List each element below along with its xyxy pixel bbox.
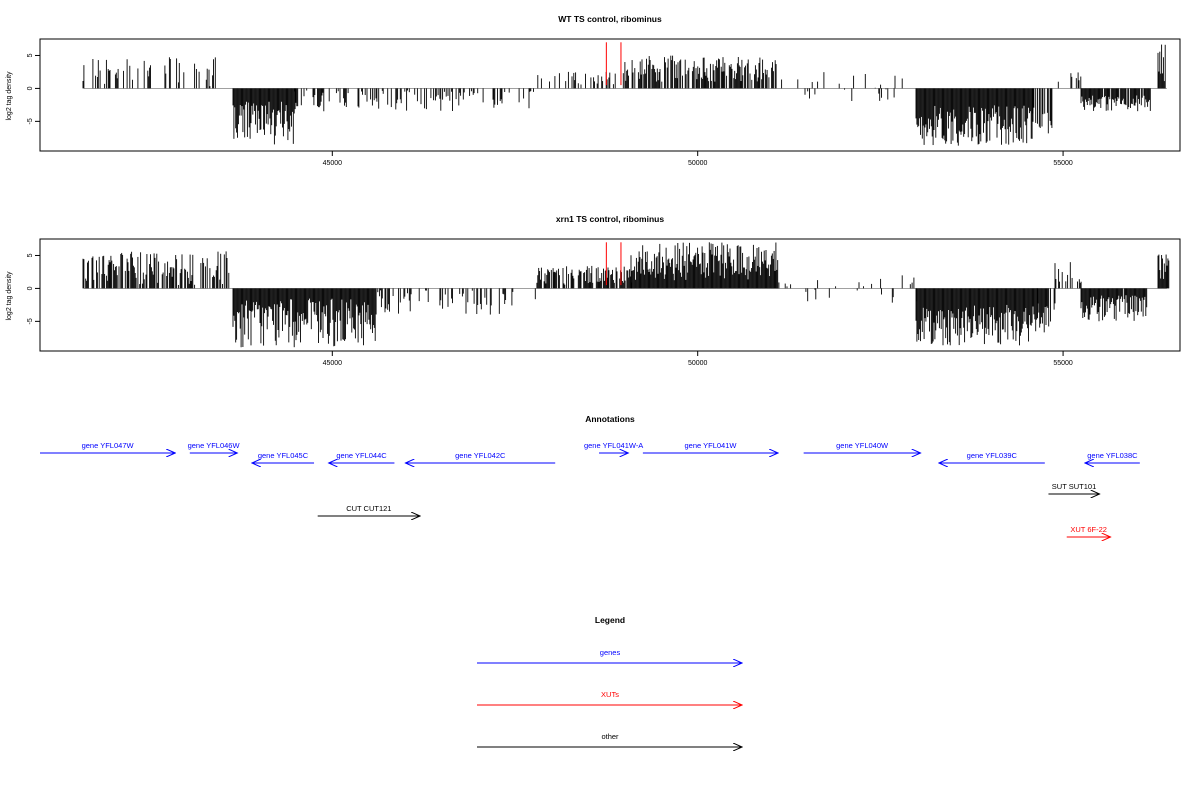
feature-label: gene YFL046W <box>188 441 241 450</box>
feature-label: SUT SUT101 <box>1052 482 1096 491</box>
annotation-feature: gene YFL040W <box>803 441 921 453</box>
wt-plot-frame <box>39 38 1181 152</box>
legend-title: Legend <box>595 615 625 625</box>
y-tick-label: -5 <box>27 118 34 124</box>
wt-bars <box>82 44 1167 146</box>
feature-label: gene YFL045C <box>258 451 309 460</box>
xrn1-density-track: xrn1 TS control, ribominus log2 tag dens… <box>6 214 1181 367</box>
annotations-title: Annotations <box>585 414 635 424</box>
feature-label: gene YFL047W <box>82 441 135 450</box>
feature-label: gene YFL041W <box>684 441 737 450</box>
annotation-feature: XUT 6F-22 <box>1066 525 1111 537</box>
feature-label: gene YFL038C <box>1087 451 1138 460</box>
feature-label: gene YFL041W-A <box>584 441 643 450</box>
y-tick-label: 5 <box>27 253 34 257</box>
x-tick-label: 50000 <box>688 160 708 167</box>
xrn1-track-title: xrn1 TS control, ribominus <box>556 214 664 224</box>
annotation-feature: gene YFL044C <box>329 451 395 463</box>
xrn1-y-axis-label: log2 tag density <box>6 271 13 321</box>
wt-track-title: WT TS control, ribominus <box>558 14 662 24</box>
annotation-feature: gene YFL042C <box>405 451 556 463</box>
annotation-feature: gene YFL041W-A <box>584 441 643 453</box>
annotation-feature: gene YFL047W <box>40 441 175 453</box>
legend-entry: other <box>477 732 742 747</box>
xrn1-y-axis: -5 0 5 <box>27 253 40 324</box>
feature-label: gene YFL039C <box>967 451 1018 460</box>
y-tick-label: 0 <box>27 286 34 290</box>
legend-entry: genes <box>477 648 742 663</box>
legend-label: genes <box>600 648 621 657</box>
wt-y-axis: -5 0 5 <box>27 53 40 124</box>
annotation-feature: SUT SUT101 <box>1048 482 1099 494</box>
x-tick-label: 50000 <box>688 360 708 367</box>
annotation-feature: gene YFL046W <box>188 441 241 453</box>
x-tick-label: 45000 <box>323 160 343 167</box>
xrn1-x-axis: 45000 50000 55000 <box>323 351 1073 367</box>
annotation-feature: gene YFL038C <box>1085 451 1140 463</box>
annotations-panel: Annotations gene YFL047W gene YFL046Wgene… <box>40 414 1140 537</box>
x-tick-label: 45000 <box>323 360 343 367</box>
xrn1-plot-frame <box>39 238 1181 352</box>
feature-label: XUT 6F-22 <box>1070 525 1107 534</box>
annotation-feature: gene YFL041W <box>642 441 778 453</box>
x-tick-label: 55000 <box>1053 160 1073 167</box>
wt-markers <box>605 42 622 86</box>
annotation-feature: gene YFL039C <box>939 451 1045 463</box>
wt-density-track: WT TS control, ribominus log2 tag densit… <box>6 14 1181 167</box>
y-tick-label: -5 <box>27 318 34 324</box>
wt-y-axis-label: log2 tag density <box>6 71 13 121</box>
xrn1-bars <box>82 242 1170 348</box>
legend: Legend genes XUTs other <box>477 615 742 747</box>
x-tick-label: 55000 <box>1053 360 1073 367</box>
annotation-feature: CUT CUT121 <box>317 504 420 516</box>
legend-label: XUTs <box>601 690 619 699</box>
feature-label: gene YFL044C <box>336 451 387 460</box>
xrn1-markers <box>605 242 622 286</box>
y-tick-label: 0 <box>27 86 34 90</box>
y-tick-label: 5 <box>27 53 34 57</box>
wt-x-axis: 45000 50000 55000 <box>323 151 1073 167</box>
legend-entries: genes XUTs other <box>477 648 742 747</box>
annotation-features: gene YFL047W gene YFL046W gene YFL045C gene… <box>40 441 1140 537</box>
feature-label: gene YFL042C <box>455 451 506 460</box>
legend-label: other <box>601 732 619 741</box>
legend-entry: XUTs <box>477 690 742 705</box>
feature-label: gene YFL040W <box>836 441 889 450</box>
annotation-feature: gene YFL045C <box>252 451 315 463</box>
feature-label: CUT CUT121 <box>346 504 391 513</box>
